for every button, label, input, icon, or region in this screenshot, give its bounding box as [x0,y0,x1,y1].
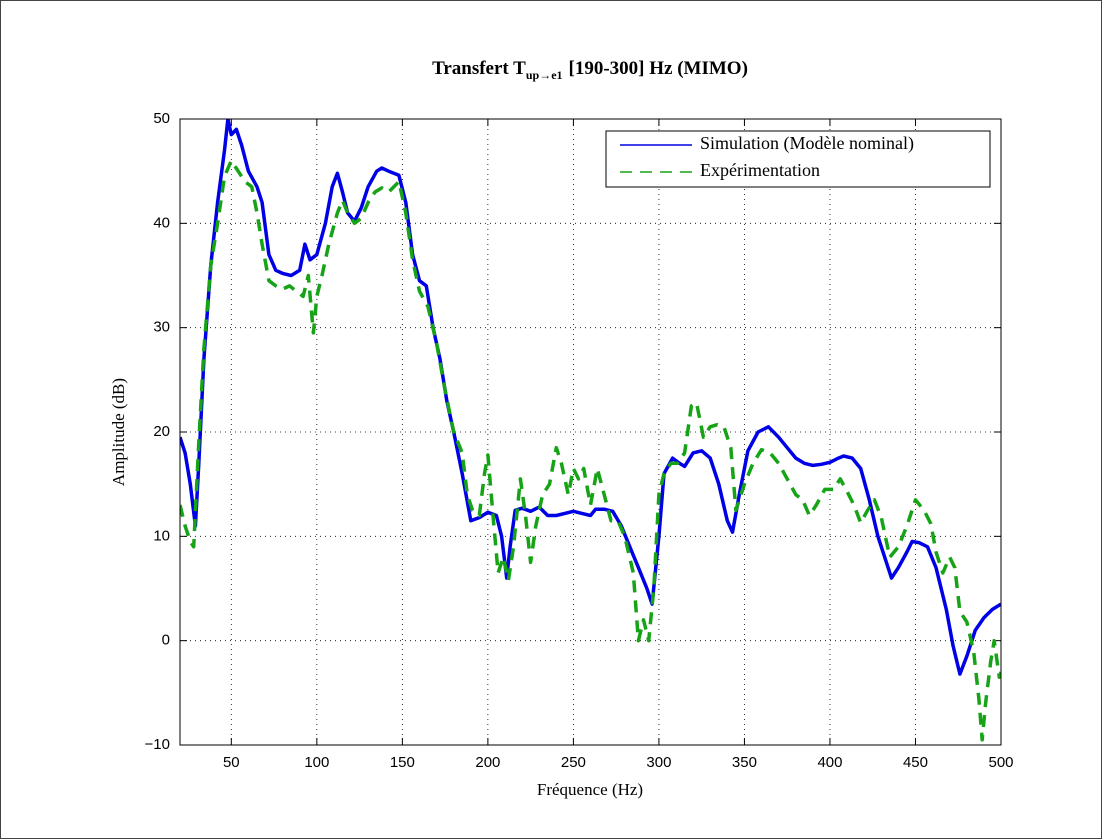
y-axis-label: Amplitude (dB) [109,378,128,486]
y-tick-label: 20 [153,423,170,440]
y-tick-label: 50 [153,110,170,127]
chart-title: Transfert Tup→e1 [190-300] Hz (MIMO) [432,58,748,81]
data-line [180,119,1001,676]
title-main: Transfert T [432,58,526,79]
data-line [180,158,1001,742]
title-subscript: up→e1 [526,68,563,82]
y-tick-label: 30 [153,319,170,336]
legend-label: Expérimentation [700,160,820,180]
legend-label: Simulation (Modèle nominal) [700,133,914,154]
x-tick-label: 50 [223,754,240,771]
x-tick-label: 400 [817,754,842,771]
x-tick-label: 500 [988,754,1013,771]
x-tick-label: 150 [390,754,415,771]
legend-box [605,130,991,188]
plot-frame [179,118,1002,746]
y-tick-label: −10 [145,736,170,753]
x-tick-label: 300 [646,754,671,771]
x-tick-label: 350 [732,754,757,771]
y-tick-label: 10 [153,527,170,544]
x-tick-label: 450 [903,754,928,771]
x-axis-label: Fréquence (Hz) [537,780,643,799]
y-tick-label: 40 [153,214,170,231]
y-tick-label: 0 [162,632,170,649]
x-tick-label: 250 [561,754,586,771]
x-tick-label: 200 [475,754,500,771]
x-tick-label: 100 [304,754,329,771]
title-rest: [190-300] Hz (MIMO) [569,58,748,79]
